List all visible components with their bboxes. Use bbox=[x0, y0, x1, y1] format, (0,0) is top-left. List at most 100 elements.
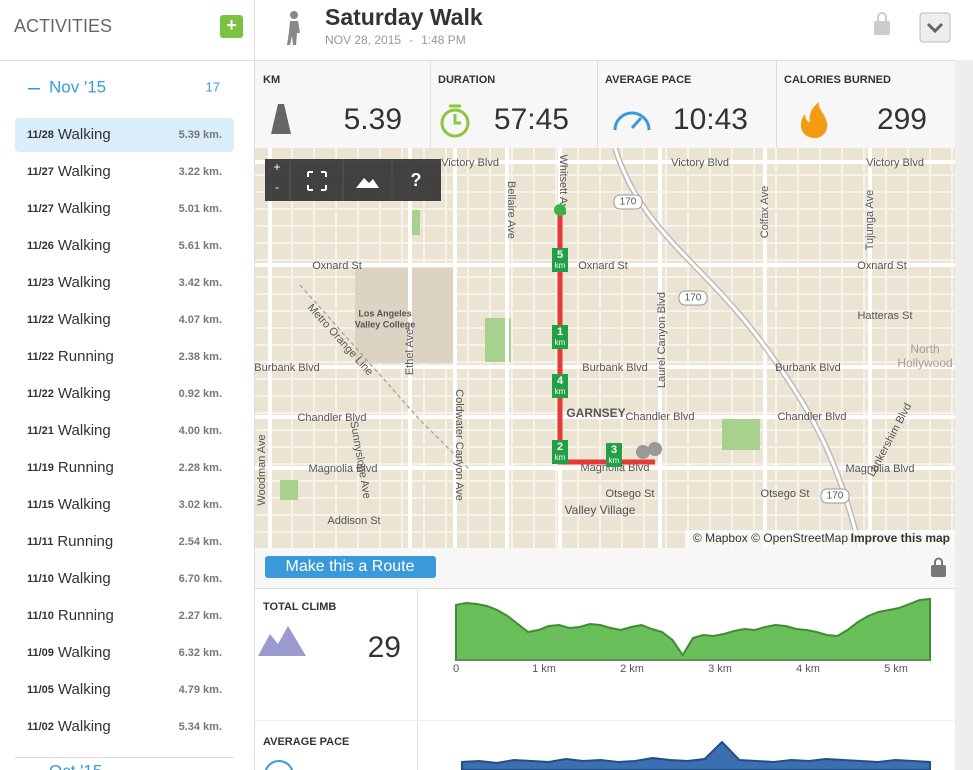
gauge-icon bbox=[613, 111, 651, 131]
map-label: Whitsett Ave bbox=[557, 155, 569, 216]
activity-row[interactable]: 11/09 Walking bbox=[27, 644, 111, 661]
activity-date: 11/27 bbox=[27, 203, 54, 215]
activity-type: Walking bbox=[58, 385, 111, 402]
x-tick-label: 5 km bbox=[884, 663, 908, 675]
activity-date: 11/10 bbox=[27, 610, 54, 622]
activity-row[interactable]: 11/11 Running bbox=[27, 533, 113, 550]
activity-date: 11/09 bbox=[27, 647, 54, 659]
activity-row[interactable]: 11/10 Running bbox=[27, 607, 114, 624]
km-marker bbox=[606, 443, 622, 467]
activity-distance: 5.39 km. bbox=[179, 129, 222, 141]
map-label: Victory Blvd bbox=[441, 157, 499, 169]
activity-distance: 3.02 km. bbox=[179, 499, 222, 511]
activity-date: 11/23 bbox=[27, 277, 54, 289]
activity-date: 11/21 bbox=[27, 425, 54, 437]
map-label: Burbank Blvd bbox=[582, 362, 647, 374]
km-number: 2 bbox=[557, 441, 563, 453]
flame-icon bbox=[800, 102, 828, 138]
activity-date: 11/26 bbox=[27, 240, 54, 252]
collapse-icon[interactable] bbox=[28, 88, 40, 90]
zoom-in[interactable]: + bbox=[273, 160, 280, 174]
dropdown-button[interactable] bbox=[919, 12, 951, 43]
chevron[interactable] bbox=[926, 22, 944, 34]
scrollbar bbox=[955, 60, 973, 770]
freeway-inner bbox=[613, 148, 862, 548]
map-label: Magnolia Blvd bbox=[308, 463, 377, 475]
route-button-label[interactable]: Make this a Route bbox=[286, 558, 415, 575]
add-button[interactable] bbox=[220, 15, 243, 38]
map-label: Chandler Blvd bbox=[297, 412, 366, 424]
activity-type: Walking bbox=[58, 681, 111, 698]
map-label: Laurel Canyon Blvd bbox=[656, 292, 668, 388]
fullscreen-icon[interactable] bbox=[307, 171, 327, 191]
map-label: Hollywood bbox=[897, 356, 952, 370]
activity-type: Running bbox=[58, 607, 114, 624]
activity-row[interactable]: 11/22 Running bbox=[27, 348, 114, 365]
rail-line bbox=[299, 284, 471, 471]
km-unit: km bbox=[555, 453, 566, 462]
activity-distance: 5.34 km. bbox=[179, 721, 222, 733]
activity-row[interactable]: 11/02 Walking bbox=[27, 718, 111, 735]
terrain-icon[interactable] bbox=[356, 178, 379, 188]
add-icon[interactable]: + bbox=[226, 15, 237, 35]
km-unit: km bbox=[555, 338, 566, 347]
activity-type: Walking bbox=[58, 422, 111, 439]
activity-distance: 2.27 km. bbox=[179, 610, 222, 622]
activity-type: Running bbox=[58, 459, 114, 476]
activity-row[interactable]: 11/26 Walking bbox=[27, 237, 111, 254]
month-label[interactable]: Oct '15 bbox=[49, 761, 102, 770]
park bbox=[722, 415, 760, 450]
activity-row[interactable]: 11/05 Walking bbox=[27, 681, 111, 698]
selected-row bbox=[15, 118, 234, 152]
month-count: 17 bbox=[206, 79, 220, 94]
improve-link[interactable]: Improve this map bbox=[851, 531, 950, 545]
activity-row[interactable]: 11/28 Walking bbox=[27, 126, 111, 143]
activity-row[interactable]: 11/27 Walking bbox=[27, 200, 111, 217]
stat-label: AVERAGE PACE bbox=[605, 74, 691, 86]
gauge-icon bbox=[264, 760, 294, 770]
stat-label: CALORIES BURNED bbox=[784, 74, 891, 86]
activity-type: Walking bbox=[58, 163, 111, 180]
divider bbox=[430, 60, 431, 148]
activity-type: Walking bbox=[58, 496, 111, 513]
activity-row[interactable]: 11/21 Walking bbox=[27, 422, 111, 439]
gauge-needle bbox=[630, 116, 643, 130]
map-label: Victory Blvd bbox=[671, 157, 729, 169]
highway-shield bbox=[613, 194, 643, 210]
activity-row[interactable]: 11/15 Walking bbox=[27, 496, 111, 513]
stopwatch-hand bbox=[449, 104, 461, 125]
map-label: Valley Village bbox=[565, 503, 636, 517]
activity-distance: 0.92 km. bbox=[179, 388, 222, 400]
month-label[interactable]: Nov '15 bbox=[49, 77, 106, 96]
activity-date: 11/05 bbox=[27, 684, 54, 696]
activity-row[interactable]: 11/10 Walking bbox=[27, 570, 111, 587]
help-button[interactable]: ? bbox=[411, 170, 422, 190]
mountain-icon bbox=[258, 626, 306, 656]
route-button[interactable] bbox=[265, 556, 436, 578]
map-label: Colfax Ave bbox=[759, 186, 771, 238]
activity-row[interactable]: 11/19 Running bbox=[27, 459, 114, 476]
zoom-out[interactable]: - bbox=[275, 180, 279, 194]
activity-row[interactable]: 11/22 Walking bbox=[27, 385, 111, 402]
km-number: 1 bbox=[557, 326, 563, 338]
start-pin bbox=[554, 204, 566, 216]
stat-value: 5.39 bbox=[344, 103, 402, 136]
sidebar-border bbox=[254, 0, 255, 770]
divider bbox=[255, 60, 955, 61]
stat-value: 299 bbox=[877, 103, 927, 136]
activity-type: Running bbox=[58, 348, 114, 365]
highway-number: 170 bbox=[685, 293, 702, 304]
map-label: Burbank Blvd bbox=[254, 362, 319, 374]
map-label: Otsego St bbox=[761, 488, 810, 500]
map-label: Bellaire Ave bbox=[505, 181, 517, 239]
activity-row[interactable]: 11/23 Walking bbox=[27, 274, 111, 291]
map-label: Chandler Blvd bbox=[777, 411, 846, 423]
activity-distance: 6.32 km. bbox=[179, 647, 222, 659]
activity-row[interactable]: 11/27 Walking bbox=[27, 163, 111, 180]
activity-row[interactable]: 11/22 Walking bbox=[27, 311, 111, 328]
highway-shield bbox=[678, 290, 708, 306]
sidebar-title: ACTIVITIES bbox=[14, 16, 112, 36]
map-label: Oxnard St bbox=[857, 260, 907, 272]
activity-type: Walking bbox=[58, 311, 111, 328]
highway-number: 170 bbox=[620, 197, 637, 208]
